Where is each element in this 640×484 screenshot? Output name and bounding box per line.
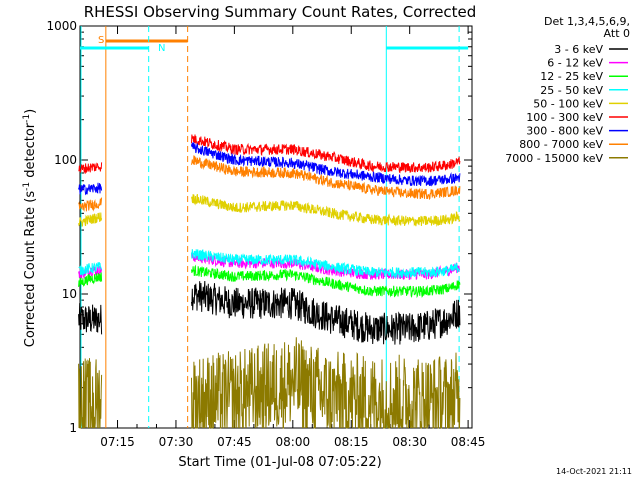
y-axis-label-sup1: -1 bbox=[22, 182, 32, 191]
x-tick-label: 08:00 bbox=[276, 435, 311, 449]
night-flag-label: N bbox=[158, 43, 165, 54]
legend-label-7000-15000: 7000 - 15000 keV bbox=[505, 152, 603, 165]
x-axis-label: Start Time (01-Jul-08 07:05:22) bbox=[178, 455, 381, 470]
y-axis-label-suffix: ) bbox=[23, 109, 38, 114]
x-tick-label: 08:30 bbox=[392, 435, 427, 449]
axes: 1 10 100 1000 07:15 07:30 07:45 08:00 08:15 08:30… bbox=[46, 19, 485, 449]
series-line-50-100 bbox=[78, 212, 103, 227]
y-tick-label: 1 bbox=[69, 421, 77, 435]
chart-title: RHESSI Observing Summary Count Rates, Co… bbox=[84, 3, 477, 21]
legend-label-3-6: 3 - 6 keV bbox=[554, 43, 603, 56]
series-line-25-50 bbox=[78, 262, 103, 277]
legend-label-12-25: 12 - 25 keV bbox=[540, 70, 603, 83]
series-line-50-100 bbox=[191, 193, 461, 227]
series-line-25-50 bbox=[191, 249, 461, 279]
legend-label-800-7000: 800 - 7000 keV bbox=[519, 138, 603, 151]
series-line-100-300 bbox=[78, 162, 103, 174]
legend-header-attenuator: Att 0 bbox=[604, 27, 630, 40]
x-tick-label: 07:15 bbox=[100, 435, 135, 449]
legend-label-100-300: 100 - 300 keV bbox=[526, 111, 603, 124]
series-line-300-800 bbox=[78, 182, 103, 196]
y-axis-label-prefix: Corrected Count Rate (s bbox=[23, 191, 38, 348]
x-tick-label: 07:30 bbox=[159, 435, 194, 449]
y-axis-label-sup2: -1 bbox=[22, 114, 32, 123]
series-line-800-7000 bbox=[78, 197, 103, 212]
legend-label-25-50: 25 - 50 keV bbox=[540, 84, 603, 97]
data-layer bbox=[78, 134, 461, 429]
y-tick-label: 100 bbox=[54, 153, 77, 167]
series-line-300-800 bbox=[191, 142, 461, 187]
series-line-12-25 bbox=[191, 264, 461, 299]
x-tick-label: 07:45 bbox=[217, 435, 252, 449]
plot-frame bbox=[79, 25, 473, 429]
y-tick-label: 1000 bbox=[46, 19, 77, 33]
x-tick-label: 08:45 bbox=[451, 435, 486, 449]
legend-label-50-100: 50 - 100 keV bbox=[533, 97, 603, 110]
legend-label-300-800: 300 - 800 keV bbox=[526, 125, 603, 138]
legend-header: Det 1,3,4,5,6,9, bbox=[544, 15, 630, 28]
x-tick-label: 08:15 bbox=[334, 435, 369, 449]
y-tick-label: 10 bbox=[62, 287, 77, 301]
saa-flag-label: S bbox=[98, 35, 104, 46]
series-line-800-7000 bbox=[191, 155, 461, 201]
series-line-3-6 bbox=[191, 280, 461, 345]
series-line-7000-15000 bbox=[78, 358, 103, 429]
series-line-3-6 bbox=[78, 303, 103, 335]
y-axis-label-mid: detector bbox=[23, 122, 38, 182]
legend-label-6-12: 6 - 12 keV bbox=[547, 57, 603, 70]
y-axis-label: Corrected Count Rate (s-1 detector-1) bbox=[22, 109, 38, 347]
series-line-12-25 bbox=[78, 272, 103, 288]
series-line-7000-15000 bbox=[191, 337, 461, 429]
timestamp: 14-Oct-2021 21:11 bbox=[556, 467, 632, 476]
series-line-100-300 bbox=[191, 134, 461, 174]
